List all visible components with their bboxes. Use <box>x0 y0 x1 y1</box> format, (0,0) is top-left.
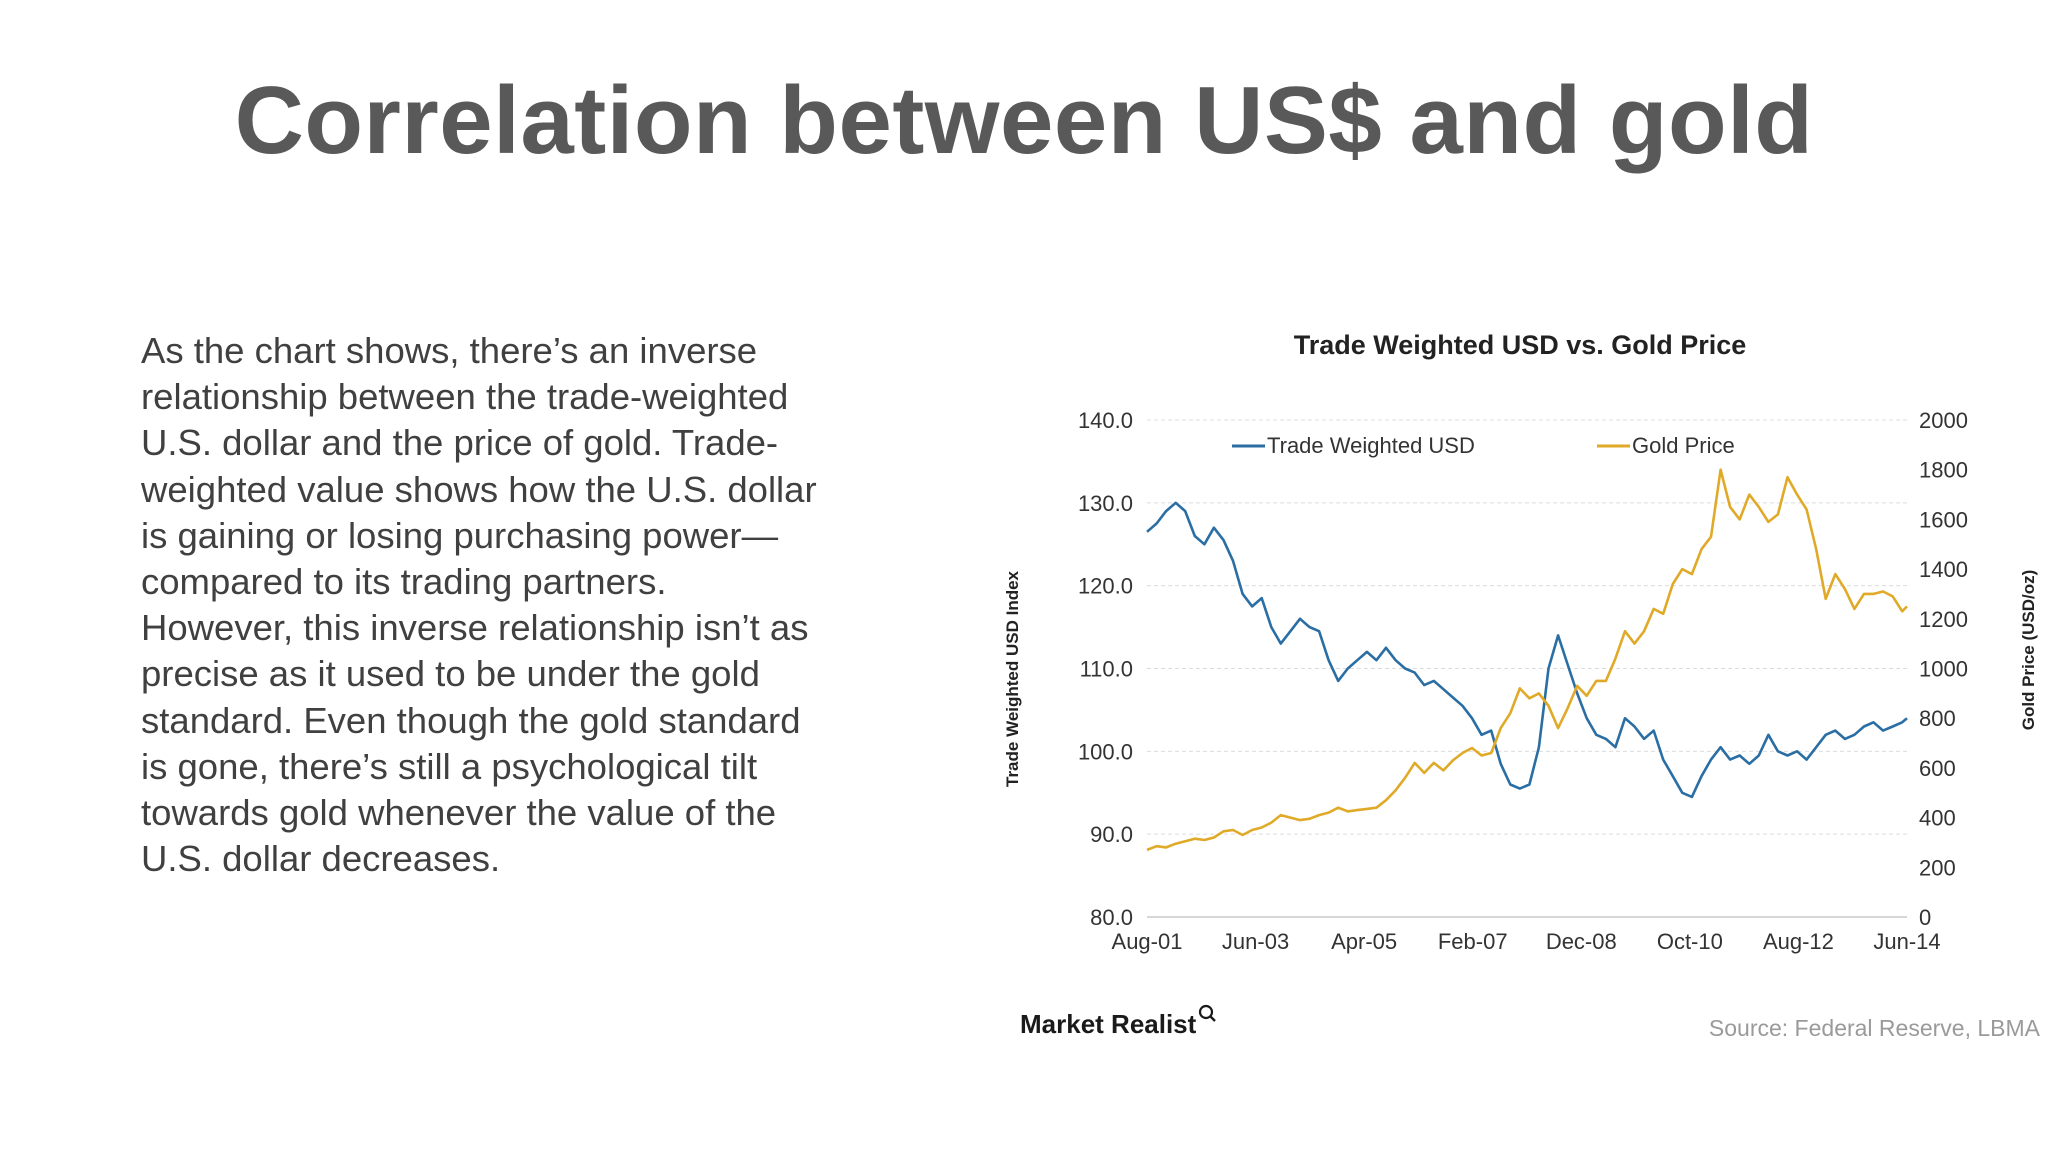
series-line-trade-weighted-usd <box>1146 501 1908 799</box>
body-line: is gaining or losing purchasing power— <box>141 514 779 556</box>
body-paragraph: As the chart shows, there’s an inverse re… <box>141 328 876 882</box>
body-line: is gone, there’s still a psychological t… <box>141 745 758 787</box>
y2-tick-label: 1000 <box>1919 657 1968 682</box>
body-line: precise as it used to be under the gold <box>141 653 760 695</box>
chart-title: Trade Weighted USD vs. Gold Price <box>1294 330 1747 360</box>
x-tick-label: Oct-10 <box>1657 929 1723 954</box>
market-realist-logo: Market Realist <box>1020 1004 1216 1039</box>
y-axis-label-right: Gold Price (USD/oz) <box>2019 570 2038 731</box>
y-tick-label: 130.0 <box>1078 491 1133 516</box>
chart-container: Trade Weighted USD vs. Gold Price 140.0 1… <box>990 320 2048 1041</box>
y2-tick-label: 800 <box>1919 706 1956 731</box>
slide-title: Correlation between US$ and gold <box>234 67 1814 174</box>
legend-label-usd: Trade Weighted USD <box>1267 433 1475 458</box>
y2-tick-label: 200 <box>1919 855 1956 880</box>
x-tick-label: Apr-05 <box>1331 929 1397 954</box>
legend-label-gold: Gold Price <box>1632 433 1735 458</box>
body-line: U.S. dollar and the price of gold. Trade… <box>141 422 779 464</box>
usd-gold-line-chart: Trade Weighted USD vs. Gold Price 140.01… <box>1003 330 2041 1041</box>
x-tick-label: Dec-08 <box>1546 929 1617 954</box>
body-line: towards gold whenever the value of the <box>141 792 777 834</box>
y2-tick-label: 0 <box>1919 905 1931 930</box>
legend: Trade Weighted USD Gold Price <box>1232 433 1735 458</box>
y-tick-label: 90.0 <box>1090 822 1133 847</box>
x-tick-label: Jun-14 <box>1873 929 1940 954</box>
body-line: As the chart shows, there’s an inverse <box>141 330 758 371</box>
body-line: relationship between the trade-weighted <box>141 376 789 418</box>
x-axis-ticks: Aug-01 Jun-03 Apr-05 Feb-07 Dec-08 Oct-10 Aug-… <box>1112 929 1941 954</box>
y2-tick-label: 400 <box>1919 806 1956 831</box>
brand-label: Market Realist <box>1020 1009 1197 1039</box>
y-tick-label: 120.0 <box>1078 574 1133 599</box>
y-tick-label: 80.0 <box>1090 905 1133 930</box>
magnifier-icon <box>1198 1004 1216 1022</box>
x-tick-label: Aug-12 <box>1763 929 1834 954</box>
gridlines <box>1147 419 1907 918</box>
y2-tick-label: 2000 <box>1919 408 1968 433</box>
y2-tick-label: 1400 <box>1919 557 1968 582</box>
series-line-gold-price <box>1146 468 1908 852</box>
body-line: standard. Even though the gold standard <box>141 699 801 741</box>
left-axis-ticks: 140.0 130.0 120.0 110.0 100.0 90.0 80.0 <box>1078 408 1133 930</box>
y-axis-label-left: Trade Weighted USD Index <box>1003 570 1022 787</box>
y2-tick-label: 1800 <box>1919 458 1968 483</box>
body-line: U.S. dollar decreases. <box>141 838 501 880</box>
body-line: compared to its trading partners. <box>141 561 667 603</box>
y-tick-label: 100.0 <box>1078 739 1133 764</box>
body-line: However, this inverse relationship isn’t… <box>141 607 809 649</box>
y-tick-label: 110.0 <box>1080 657 1133 682</box>
y2-tick-label: 1600 <box>1919 507 1968 532</box>
y-tick-label: 140.0 <box>1078 408 1133 433</box>
x-tick-label: Aug-01 <box>1112 929 1183 954</box>
y2-tick-label: 600 <box>1919 756 1956 781</box>
source-note: Source: Federal Reserve, LBMA <box>1709 1015 2041 1040</box>
x-tick-label: Jun-03 <box>1222 929 1289 954</box>
body-line: weighted value shows how the U.S. dollar <box>141 468 817 510</box>
y2-tick-label: 1200 <box>1919 607 1968 632</box>
x-tick-label: Feb-07 <box>1438 929 1508 954</box>
